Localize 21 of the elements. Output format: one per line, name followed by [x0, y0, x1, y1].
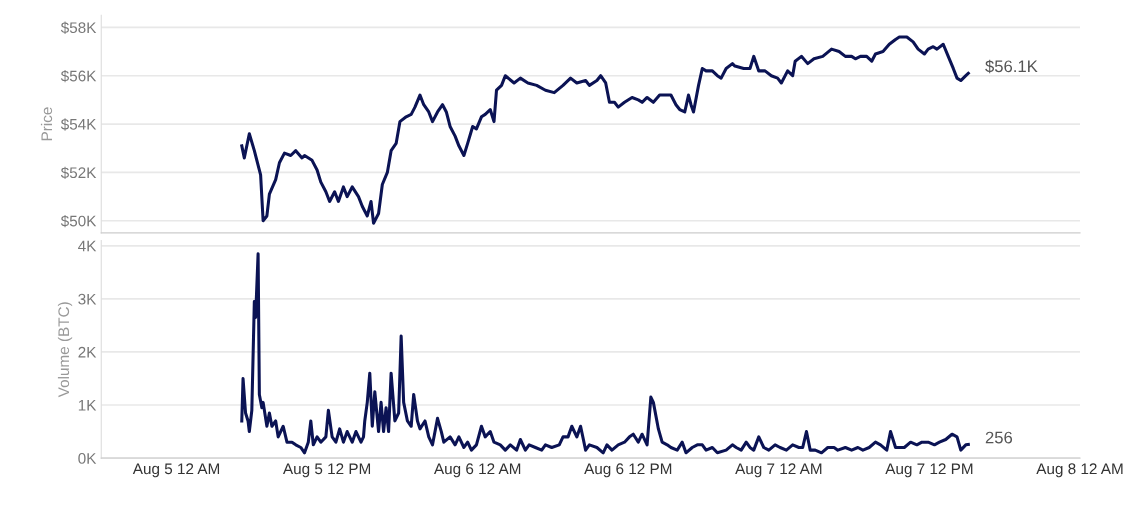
x-tick-label: Aug 7 12 AM: [735, 463, 822, 478]
y-tick-label: 3K: [78, 293, 97, 305]
y-tick-label: $52K: [60, 166, 97, 180]
x-tick-label: Aug 7 12 PM: [885, 463, 973, 478]
y-tick-label: 0K: [78, 452, 97, 464]
x-tick-label: Aug 5 12 PM: [282, 463, 371, 478]
y-tick-label: 4K: [78, 240, 97, 252]
y-tick-label: 1K: [78, 400, 97, 411]
y-tick-label: 2K: [78, 346, 97, 358]
y-tick-label: $54K: [60, 118, 97, 131]
y-tick-label: $56K: [60, 69, 97, 83]
x-tick-label: Aug 6 12 AM: [433, 463, 521, 478]
y-axis-title: Price: [40, 107, 53, 141]
annotation: $56.1K: [985, 59, 1038, 74]
x-tick-label: Aug 5 12 AM: [132, 463, 220, 478]
y-tick-label: $58K: [60, 21, 97, 34]
x-tick-label: Aug 6 12 PM: [584, 463, 672, 478]
annotation: 256: [985, 431, 1013, 444]
y-axis-title: Volume (BTC): [57, 302, 73, 398]
x-tick-label: Aug 8 12 AM: [1036, 463, 1123, 478]
y-tick-label: $50K: [60, 215, 97, 228]
